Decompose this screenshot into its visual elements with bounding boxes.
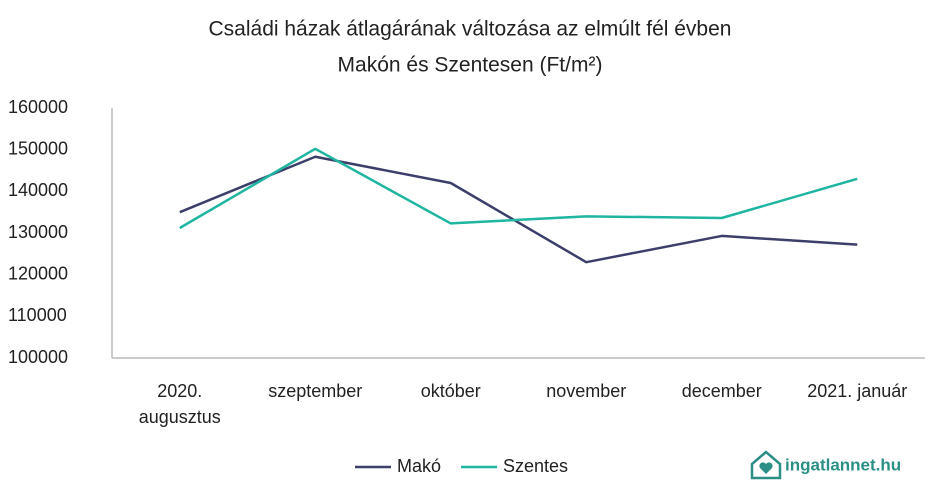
logo-icon	[750, 450, 782, 480]
x-tick-label: december	[681, 381, 762, 401]
series-line	[179, 155, 858, 264]
x-tick-label: 2020. augusztus	[138, 381, 221, 427]
chart-title: Családi házak átlagárának változása az e…	[209, 18, 732, 41]
legend-label: Szentes	[503, 456, 568, 476]
legend-label: Makó	[397, 456, 441, 476]
x-tick-label: november	[546, 381, 627, 401]
logo: ingatlannet.hu	[750, 450, 901, 480]
y-tick-label: 140000	[8, 180, 68, 200]
y-tick-label: 120000	[8, 263, 68, 283]
series-line	[179, 147, 858, 230]
x-tick-label: október	[420, 381, 481, 401]
y-tick-label: 130000	[8, 222, 68, 242]
y-tick-label: 100000	[8, 347, 68, 367]
y-tick-label: 110000	[8, 305, 67, 325]
brand: ingatlannet.hu	[785, 455, 901, 474]
x-tick-label: szeptember	[268, 381, 363, 401]
logo-heart	[759, 462, 773, 474]
x-tick-label: 2021. január	[807, 381, 908, 401]
y-tick-label: 150000	[8, 138, 68, 158]
y-tick-label: 160000	[8, 97, 68, 117]
chart-title: Makón és Szentesen (Ft/m²)	[338, 54, 603, 77]
